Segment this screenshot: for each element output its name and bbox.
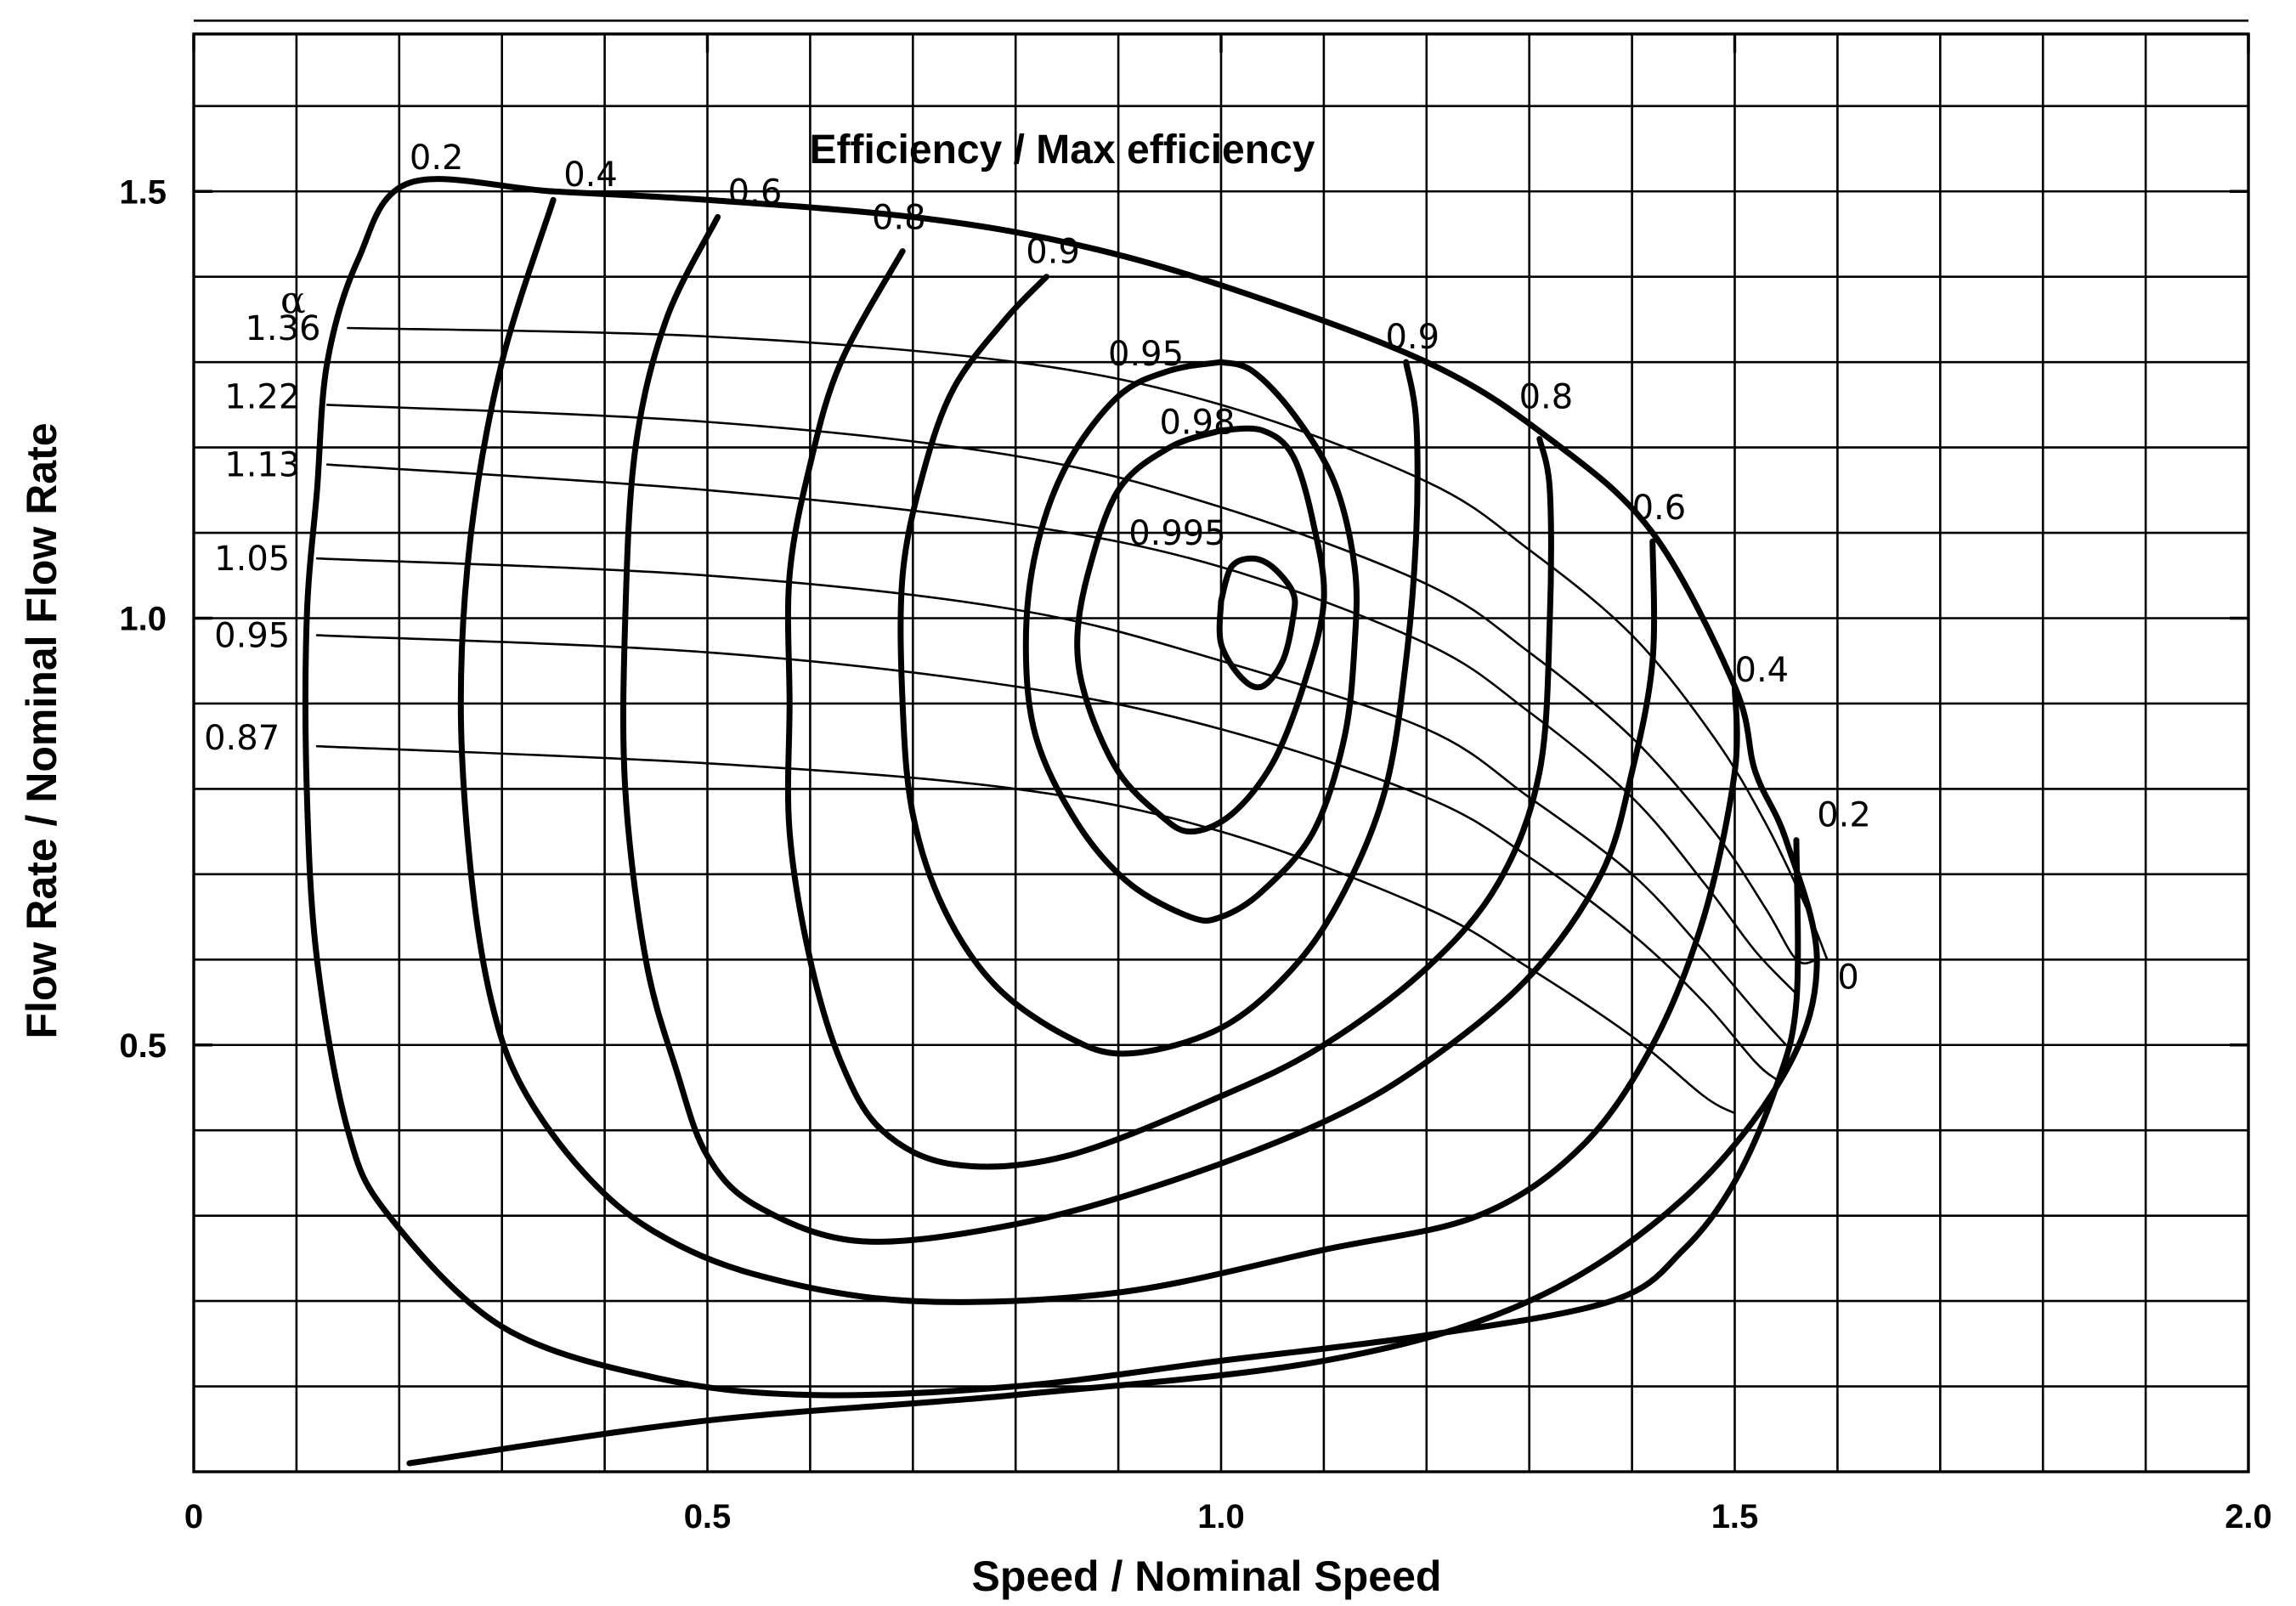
y-tick-label: 1.0: [119, 601, 167, 638]
eff-0.9-label: 0.9: [1026, 233, 1080, 272]
x-tick-label: 1.5: [1711, 1498, 1759, 1535]
y-tick-label: 1.5: [119, 173, 167, 211]
alpha-1.05-line: [315, 557, 1788, 1047]
alpha-1.36-line: [347, 326, 1829, 961]
alpha-symbol: α: [280, 279, 306, 322]
alpha-1.36-label: 1.36: [245, 309, 320, 348]
axis-ticks: 0 0.5 1.0 1.5 2.0 0.5 1.0 1.5: [119, 34, 2272, 1535]
eff-0.995-label: 0.995: [1128, 514, 1226, 553]
alpha-0.95-line: [315, 634, 1778, 1081]
eff-0.2-label: 0.2: [410, 139, 464, 178]
alpha-1.22-line: [325, 404, 1818, 964]
alpha-1.05-label: 1.05: [214, 540, 290, 579]
label-0.4-right: 0.4: [1735, 651, 1790, 690]
alpha-0.87-label: 0.87: [204, 719, 280, 758]
y-tick-label: 0.5: [119, 1027, 167, 1065]
grid: [194, 20, 2248, 1472]
label-0.9-right: 0.9: [1385, 318, 1439, 357]
eff-0.6-label: 0.6: [728, 172, 783, 212]
eff-0.4-line: [457, 196, 1740, 1305]
eff-0.98-line: [1074, 425, 1327, 835]
x-tick-label: 0.5: [684, 1498, 732, 1535]
efficiency-curves: [303, 176, 1820, 1467]
eff-0.95-line: [1022, 359, 1360, 924]
eff-0.8-label: 0.8: [872, 198, 926, 237]
x-tick-label: 2.0: [2225, 1498, 2272, 1535]
alpha-1.22-label: 1.22: [224, 377, 300, 416]
label-0.6-right: 0.6: [1632, 489, 1687, 528]
eff-0.98-label: 0.98: [1159, 403, 1235, 442]
eff-0.9-line: [897, 274, 1421, 1057]
alpha-1.13-label: 1.13: [224, 446, 300, 485]
label-0.2-right: 0.2: [1817, 796, 1871, 835]
eff-0.4-label: 0.4: [563, 156, 618, 195]
chart-title: Efficiency / Max efficiency: [810, 127, 1315, 172]
eff-0.6-line: [619, 213, 1658, 1245]
alpha-0.87-line: [315, 744, 1736, 1115]
label-0.8-right: 0.8: [1519, 377, 1574, 416]
alpha-0.95-label: 0.95: [214, 617, 290, 656]
curve-labels: 1.36 1.22 1.13 1.05 0.95 0.87 0.2 0.4 0.6 0.8 0.9 0…: [204, 139, 1871, 997]
eff-0.2-line: [303, 176, 1820, 1467]
x-tick-label: 0: [184, 1498, 203, 1535]
eff-0.995-line: [1216, 555, 1298, 691]
alpha-curves: [315, 326, 1829, 1115]
y-axis-title: Flow Rate / Nominal Flow Rate: [18, 422, 65, 1038]
x-tick-label: 1.0: [1197, 1498, 1245, 1535]
label-0-right: 0: [1837, 958, 1858, 997]
eff-0.8-line: [784, 248, 1554, 1170]
eff-0.95-label: 0.95: [1108, 335, 1184, 374]
x-axis-title: Speed / Nominal Speed: [972, 1552, 1442, 1600]
